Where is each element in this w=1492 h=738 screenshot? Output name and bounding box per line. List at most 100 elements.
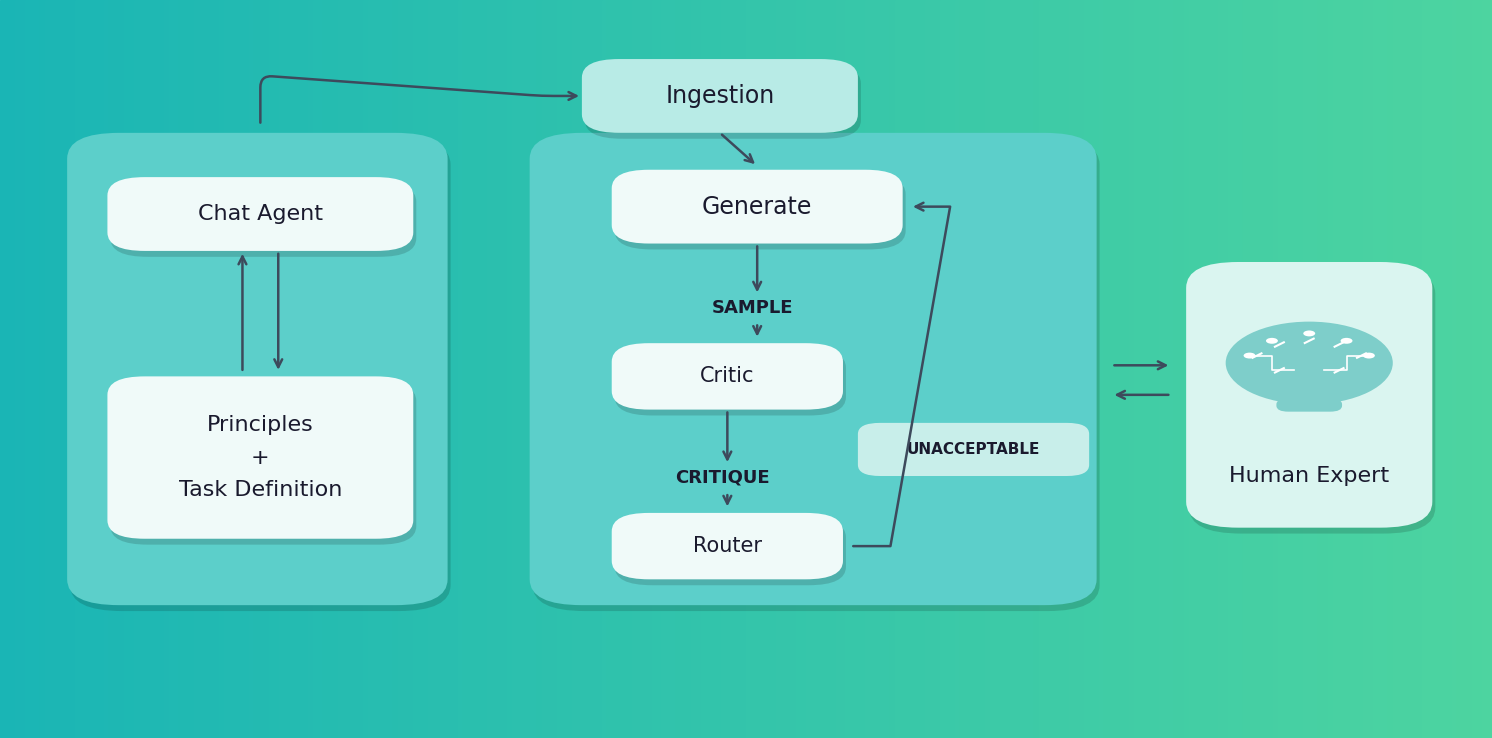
Bar: [965, 0, 971, 738]
Bar: [846, 0, 852, 738]
Bar: [1417, 0, 1423, 738]
Bar: [577, 0, 583, 738]
Bar: [1273, 0, 1280, 738]
Bar: [974, 0, 982, 738]
Bar: [413, 0, 419, 738]
Bar: [333, 0, 340, 738]
Bar: [557, 0, 564, 738]
Bar: [637, 0, 643, 738]
Bar: [294, 0, 300, 738]
Bar: [1388, 0, 1394, 738]
Bar: [652, 0, 658, 738]
Bar: [204, 0, 210, 738]
Bar: [736, 0, 743, 738]
Bar: [836, 0, 841, 738]
Bar: [482, 0, 489, 738]
Bar: [403, 0, 409, 738]
Bar: [1473, 0, 1479, 738]
Bar: [348, 0, 355, 738]
Bar: [697, 0, 703, 738]
Bar: [433, 0, 439, 738]
Bar: [1025, 0, 1031, 738]
Bar: [383, 0, 389, 738]
Bar: [970, 0, 976, 738]
Bar: [1332, 0, 1340, 738]
Bar: [921, 0, 927, 738]
Bar: [522, 0, 528, 738]
Bar: [1294, 0, 1300, 738]
Bar: [661, 0, 668, 738]
Bar: [742, 0, 747, 738]
Bar: [279, 0, 285, 738]
Text: Principles
+
Task Definition: Principles + Task Definition: [179, 415, 342, 500]
Bar: [1059, 0, 1065, 738]
Bar: [1234, 0, 1240, 738]
Bar: [567, 0, 573, 738]
Bar: [1477, 0, 1483, 738]
Bar: [1413, 0, 1419, 738]
Bar: [1194, 0, 1200, 738]
Bar: [1407, 0, 1414, 738]
Bar: [592, 0, 598, 738]
Bar: [537, 0, 543, 738]
Bar: [1373, 0, 1379, 738]
Bar: [801, 0, 807, 738]
Circle shape: [1303, 331, 1316, 337]
Bar: [627, 0, 633, 738]
Bar: [1085, 0, 1091, 738]
Bar: [40, 0, 46, 738]
Bar: [731, 0, 737, 738]
Bar: [1353, 0, 1359, 738]
Bar: [85, 0, 91, 738]
Bar: [586, 0, 594, 738]
Bar: [94, 0, 101, 738]
Bar: [1115, 0, 1120, 738]
Bar: [119, 0, 125, 738]
Bar: [1343, 0, 1349, 738]
Bar: [876, 0, 882, 738]
Bar: [1368, 0, 1374, 738]
Bar: [373, 0, 379, 738]
Bar: [880, 0, 886, 738]
Bar: [562, 0, 568, 738]
Bar: [721, 0, 728, 738]
Bar: [548, 0, 554, 738]
Bar: [1034, 0, 1041, 738]
Bar: [795, 0, 803, 738]
Bar: [264, 0, 270, 738]
Bar: [706, 0, 713, 738]
Bar: [1149, 0, 1155, 738]
Text: Critic: Critic: [700, 366, 755, 387]
Bar: [607, 0, 613, 738]
Bar: [34, 0, 42, 738]
Bar: [1398, 0, 1404, 738]
Bar: [1392, 0, 1399, 738]
Bar: [930, 0, 937, 738]
Bar: [288, 0, 295, 738]
FancyBboxPatch shape: [585, 65, 861, 139]
Bar: [631, 0, 639, 738]
Bar: [139, 0, 146, 738]
Bar: [124, 0, 131, 738]
Bar: [283, 0, 289, 738]
Bar: [1010, 0, 1016, 738]
Bar: [1323, 0, 1329, 738]
Bar: [1174, 0, 1180, 738]
Circle shape: [1226, 322, 1394, 404]
Bar: [756, 0, 762, 738]
Bar: [686, 0, 692, 738]
Bar: [1308, 0, 1314, 738]
Bar: [701, 0, 707, 738]
Bar: [1044, 0, 1050, 738]
Bar: [1134, 0, 1140, 738]
Bar: [213, 0, 221, 738]
Bar: [1443, 0, 1449, 738]
Bar: [959, 0, 967, 738]
Bar: [407, 0, 415, 738]
Bar: [1447, 0, 1453, 738]
Bar: [448, 0, 454, 738]
Bar: [1223, 0, 1229, 738]
Bar: [995, 0, 1001, 738]
Bar: [1109, 0, 1116, 738]
Bar: [1019, 0, 1026, 738]
